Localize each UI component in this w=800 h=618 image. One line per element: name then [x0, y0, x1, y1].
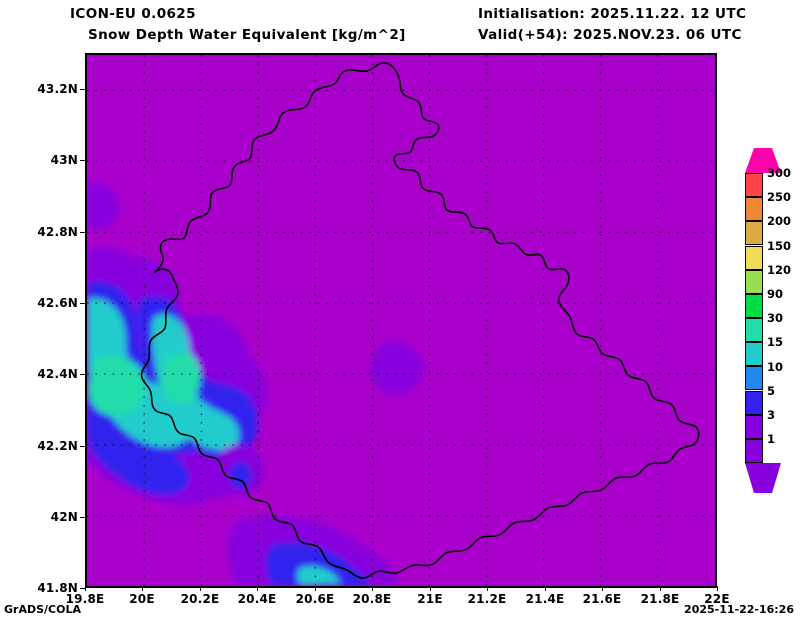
xtick-mark: [717, 586, 718, 591]
xtick-label: 20.2E: [180, 592, 220, 606]
colorbar-cell-150-200: [745, 221, 763, 246]
xtick-label: 21.2E: [467, 592, 507, 606]
xtick-label: 20.4E: [237, 592, 277, 606]
map-plot-area: [85, 53, 717, 588]
ytick-mark: [80, 232, 85, 233]
colorbar-label-3: 3: [767, 408, 776, 422]
ytick-label: 42N: [50, 510, 78, 524]
ytick-label: 43N: [50, 153, 78, 167]
xtick-label: 19.8E: [65, 592, 105, 606]
model-label: ICON-EU 0.0625: [70, 6, 196, 22]
colorbar-cell-200-250: [745, 197, 763, 222]
field-title: Snow Depth Water Equivalent [kg/m^2]: [88, 27, 406, 43]
colorbar-cell-below-1: [745, 438, 763, 463]
ytick-mark: [80, 374, 85, 375]
xtick-label: 20.6E: [295, 592, 335, 606]
xtick-mark: [487, 586, 488, 591]
ytick-mark: [80, 517, 85, 518]
xtick-mark: [85, 586, 86, 591]
xtick-mark: [660, 586, 661, 591]
xtick-mark: [200, 586, 201, 591]
colorbar-cell-250-300: [745, 173, 763, 198]
colorbar-label-5: 5: [767, 384, 776, 398]
colorbar-below-min-arrow-icon: [745, 463, 781, 493]
colorbar-label-120: 120: [767, 263, 792, 277]
colorbar-cell-5-10: [745, 366, 763, 391]
producer-label: GrADS/COLA: [4, 603, 81, 616]
colorbar-cell-10-15: [745, 342, 763, 367]
xtick-mark: [315, 586, 316, 591]
ytick-label: 42.2N: [37, 439, 78, 453]
ytick-label: 42.4N: [37, 367, 78, 381]
ytick-label: 41.8N: [37, 581, 78, 595]
initialisation-label: Initialisation: 2025.11.22. 12 UTC: [478, 6, 747, 22]
xtick-label: 22E: [704, 592, 730, 606]
colorbar: [745, 148, 781, 493]
xtick-label: 21.8E: [640, 592, 680, 606]
ytick-mark: [80, 303, 85, 304]
snow-depth-field: [87, 55, 715, 586]
colorbar-cell-1-3: [745, 414, 763, 439]
xtick-mark: [430, 586, 431, 591]
valid-time-label: Valid(+54): 2025.NOV.23. 06 UTC: [478, 27, 742, 43]
ytick-mark: [80, 160, 85, 161]
ytick-label: 42.6N: [37, 296, 78, 310]
colorbar-cell-120-150: [745, 245, 763, 270]
colorbar-label-10: 10: [767, 360, 784, 374]
colorbar-label-90: 90: [767, 287, 784, 301]
colorbar-cell-30-90: [745, 293, 763, 318]
xtick-mark: [545, 586, 546, 591]
xtick-mark: [602, 586, 603, 591]
colorbar-above-max-arrow-icon: [745, 148, 781, 173]
ytick-label: 42.8N: [37, 225, 78, 239]
xtick-mark: [372, 586, 373, 591]
ytick-mark: [80, 89, 85, 90]
xtick-label: 20.8E: [352, 592, 392, 606]
colorbar-label-1: 1: [767, 432, 776, 446]
colorbar-cell-90-120: [745, 269, 763, 294]
xtick-label: 21E: [417, 592, 443, 606]
colorbar-label-250: 250: [767, 190, 792, 204]
colorbar-label-200: 200: [767, 214, 792, 228]
xtick-label: 21.6E: [582, 592, 622, 606]
colorbar-cell-15-30: [745, 318, 763, 343]
ytick-mark: [80, 446, 85, 447]
xtick-mark: [257, 586, 258, 591]
xtick-mark: [142, 586, 143, 591]
colorbar-label-300: 300: [767, 166, 792, 180]
xtick-label: 21.4E: [525, 592, 565, 606]
colorbar-label-30: 30: [767, 311, 784, 325]
ytick-label: 43.2N: [37, 82, 78, 96]
colorbar-cell-3-5: [745, 390, 763, 415]
ytick-mark: [80, 588, 85, 589]
xtick-label: 20E: [129, 592, 155, 606]
colorbar-label-15: 15: [767, 335, 784, 349]
colorbar-label-150: 150: [767, 239, 792, 253]
timestamp-label: 2025-11-22-16:26: [684, 603, 794, 616]
